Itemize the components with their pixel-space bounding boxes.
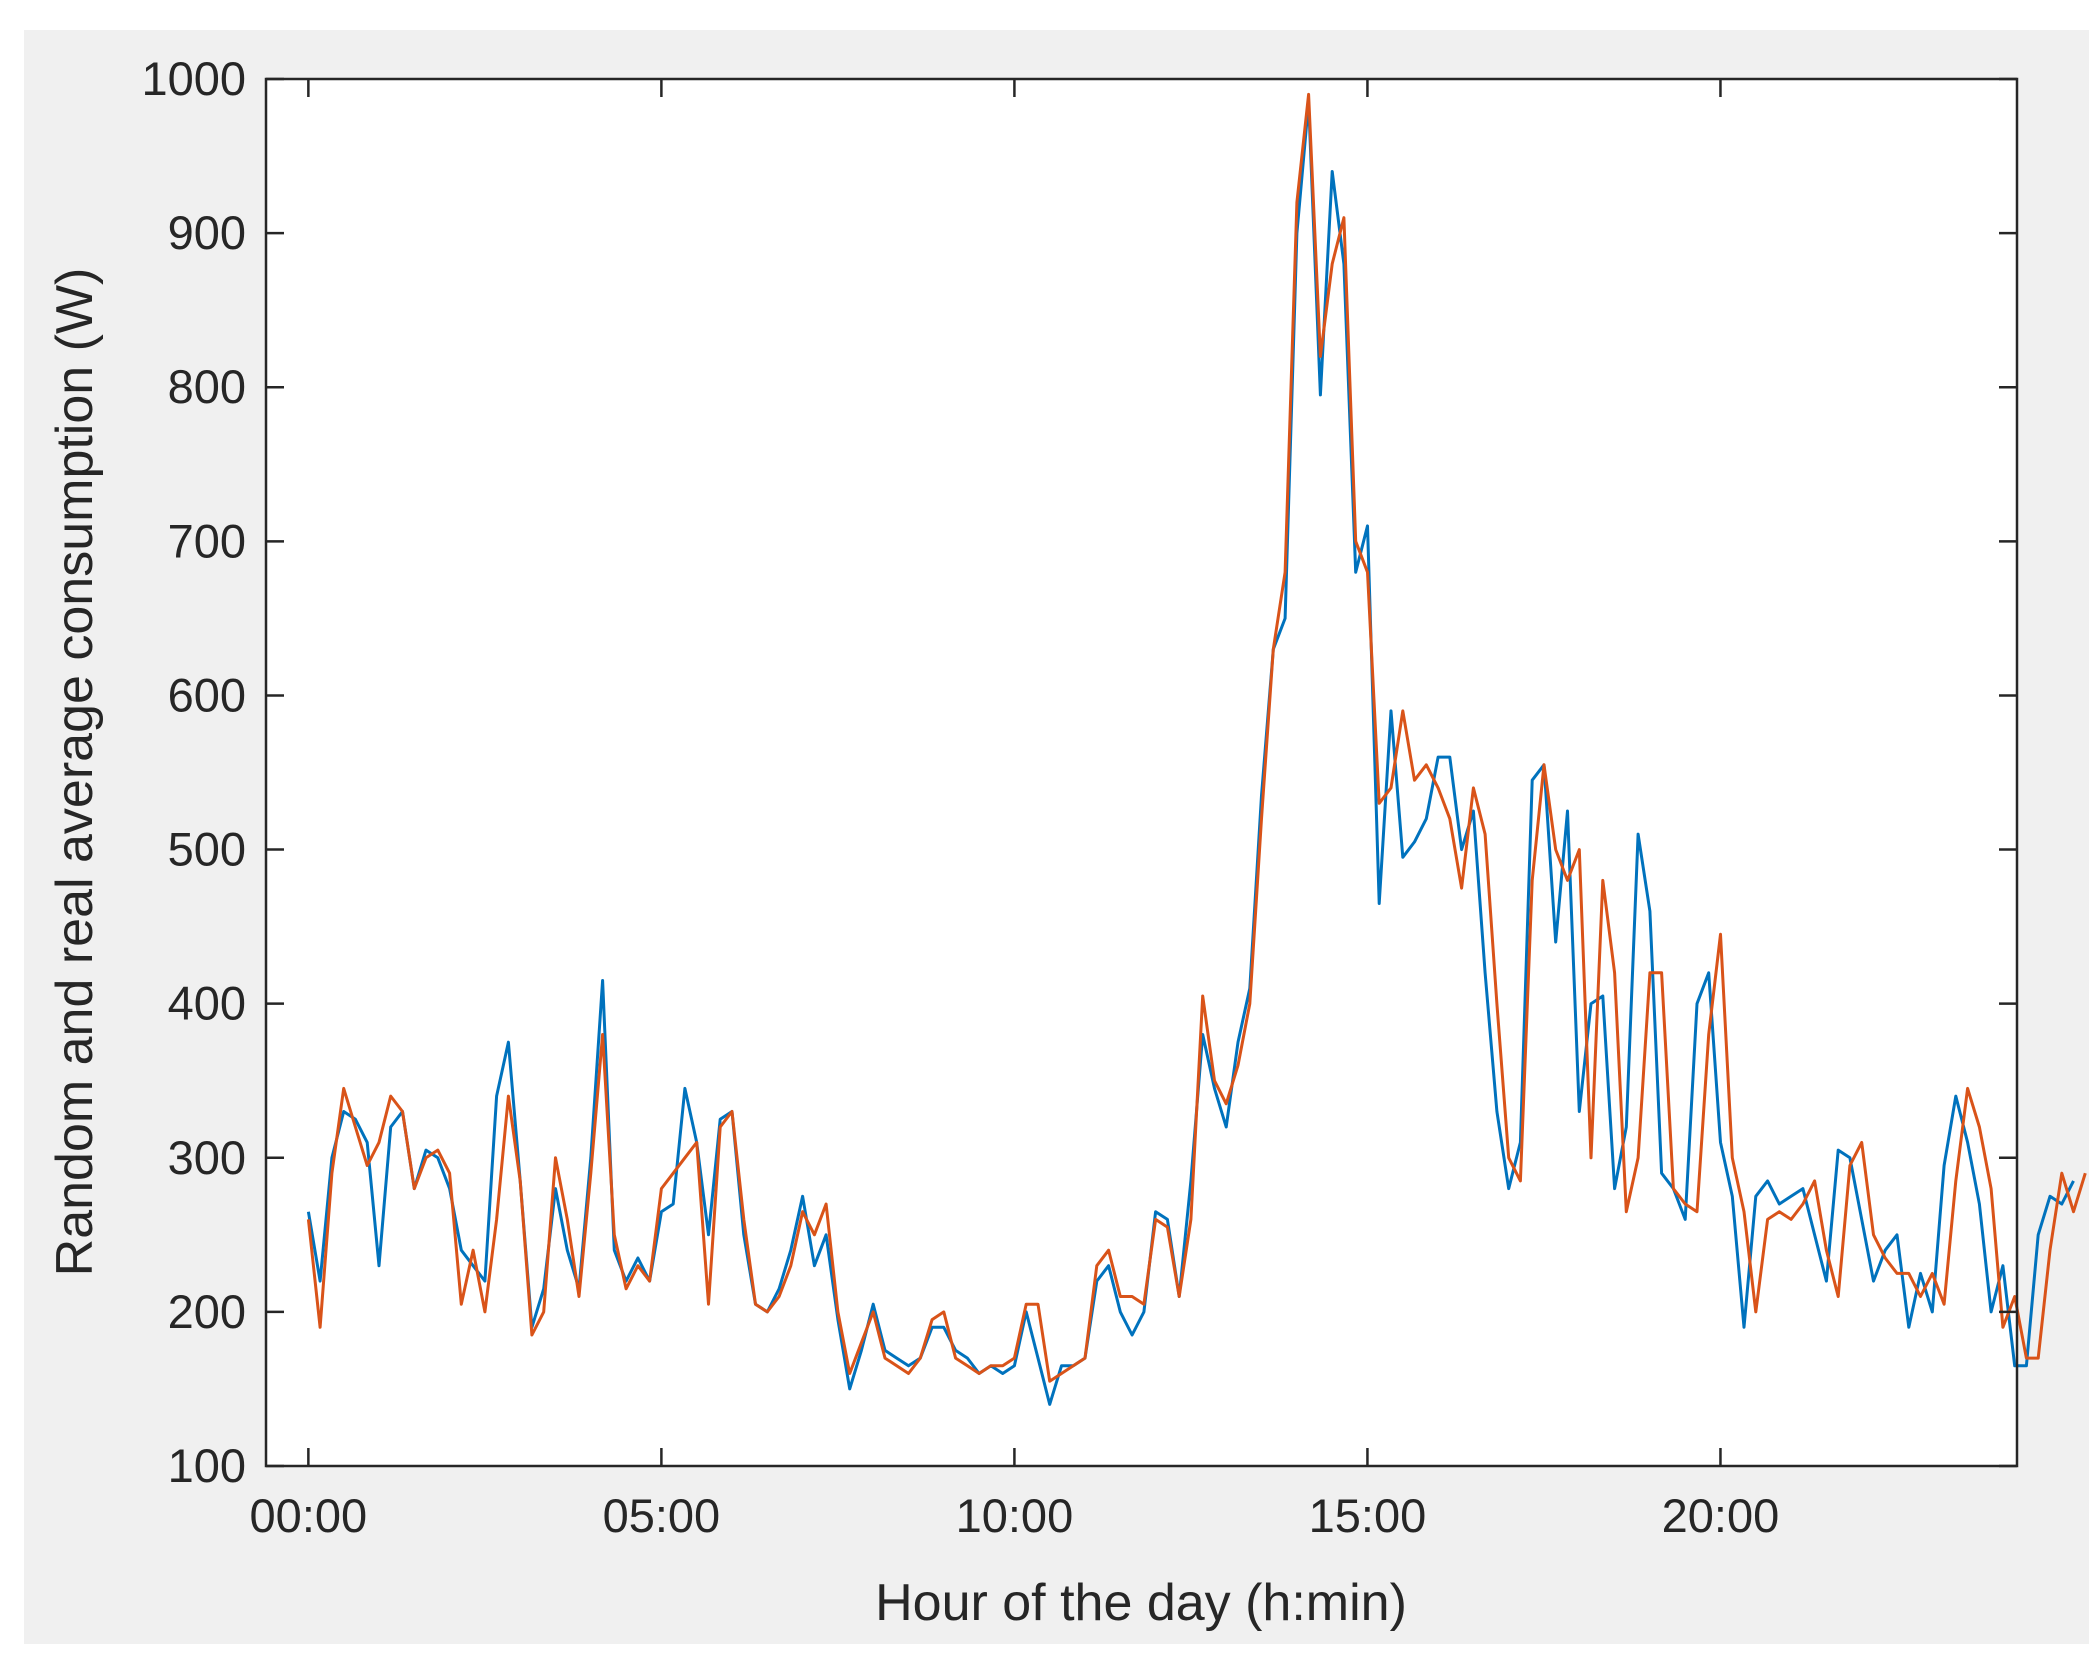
y-tick-label: 200 [168,1285,246,1338]
series-layer [306,92,2087,1406]
line-chart: 00:00 05:00 10:00 15:00 20:00 100 200 300 400 500… [46,52,2087,1632]
y-tick-label: 500 [168,823,246,876]
y-tick-label: 100 [168,1439,246,1492]
tick-layer: 00:00 05:00 10:00 15:00 20:00 100 200 300 400 500… [141,52,2017,1542]
figure-background: 00:00 05:00 10:00 15:00 20:00 100 200 300 400 500… [24,30,2089,1644]
x-tick-label: 05:00 [603,1489,721,1542]
y-tick-label: 1000 [141,52,246,105]
x-tick-label: 15:00 [1309,1489,1427,1542]
y-tick-label: 400 [168,977,246,1030]
x-tick-label: 10:00 [956,1489,1074,1542]
y-tick-label: 600 [168,668,246,721]
series-line-2 [306,92,2087,1383]
x-tick-label: 20:00 [1662,1489,1780,1542]
y-axis-label: Random and real average consumption (W) [46,268,104,1277]
x-tick-label: 00:00 [250,1489,368,1542]
plot-box [264,77,2019,1468]
x-axis-label: Hour of the day (h:min) [875,1574,1407,1632]
y-tick-label: 900 [168,206,246,259]
series-line-1 [306,100,2075,1406]
y-tick-label: 300 [168,1131,246,1184]
y-tick-label: 800 [168,360,246,413]
plot-area [266,79,2017,1466]
y-tick-label: 700 [168,514,246,567]
